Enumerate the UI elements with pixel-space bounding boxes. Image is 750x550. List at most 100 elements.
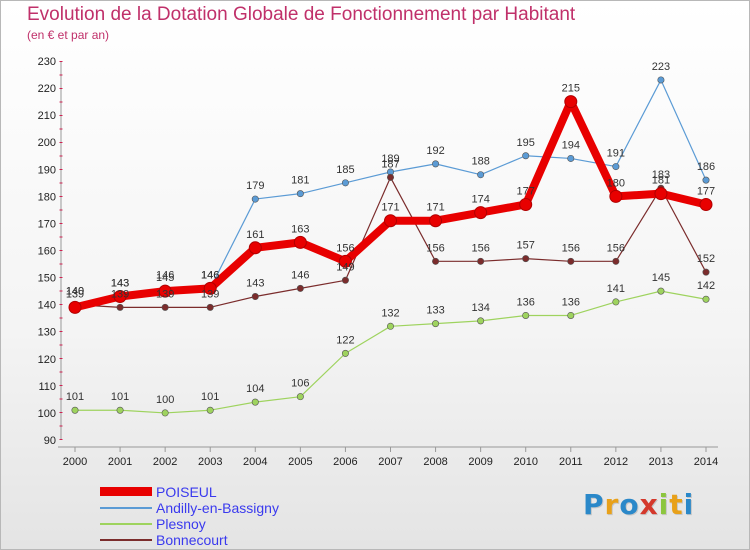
data-point[interactable]: [296, 284, 304, 292]
data-label: 143: [111, 278, 129, 290]
data-point[interactable]: [206, 406, 214, 414]
data-point[interactable]: [612, 163, 620, 171]
data-label: 152: [697, 253, 715, 265]
x-tick-label: 2003: [198, 456, 222, 468]
data-label: 146: [156, 269, 174, 281]
legend-swatch: [100, 487, 152, 496]
y-tick-label: 200: [38, 137, 56, 149]
data-label: 186: [697, 161, 715, 173]
data-point[interactable]: [161, 303, 169, 311]
x-tick-label: 2007: [378, 456, 402, 468]
data-label: 185: [336, 164, 354, 176]
logo-letter: r: [604, 488, 620, 521]
data-point[interactable]: [654, 187, 668, 201]
data-point[interactable]: [702, 268, 710, 276]
data-point[interactable]: [477, 171, 485, 179]
data-point[interactable]: [609, 189, 623, 203]
logo-letter: i: [658, 488, 670, 521]
y-tick-label: 130: [38, 327, 56, 339]
data-point[interactable]: [296, 393, 304, 401]
data-label: 181: [291, 175, 309, 187]
data-point[interactable]: [522, 311, 530, 319]
data-label: 195: [517, 137, 535, 149]
data-label: 139: [201, 288, 219, 300]
data-point[interactable]: [429, 214, 443, 228]
data-label: 192: [426, 145, 444, 157]
data-point[interactable]: [612, 298, 620, 306]
data-point[interactable]: [161, 409, 169, 417]
data-label: 183: [652, 169, 670, 181]
data-point[interactable]: [386, 173, 394, 181]
chart-title: Evolution de la Dotation Globale de Fonc…: [27, 4, 576, 25]
data-point[interactable]: [432, 320, 440, 328]
data-point[interactable]: [567, 257, 575, 265]
data-point[interactable]: [477, 317, 485, 325]
data-point[interactable]: [702, 295, 710, 303]
data-label: 134: [471, 302, 489, 314]
data-point[interactable]: [296, 190, 304, 198]
data-point[interactable]: [657, 287, 665, 295]
data-point[interactable]: [699, 197, 713, 211]
data-point[interactable]: [203, 281, 217, 295]
y-tick-label: 120: [38, 354, 56, 366]
data-point[interactable]: [341, 179, 349, 187]
series-lines: [68, 76, 713, 417]
data-point[interactable]: [384, 214, 397, 228]
data-point[interactable]: [251, 293, 259, 301]
data-point[interactable]: [206, 303, 214, 311]
data-point[interactable]: [251, 398, 259, 406]
y-tick-label: 170: [38, 218, 56, 230]
data-label: 177: [697, 185, 715, 197]
data-label: 215: [562, 83, 580, 95]
data-point[interactable]: [567, 311, 575, 319]
data-point[interactable]: [116, 303, 124, 311]
legend-label: POISEUL: [156, 484, 217, 500]
data-point[interactable]: [293, 235, 307, 249]
data-point[interactable]: [432, 257, 440, 265]
legend-label: Bonnecourt: [156, 532, 228, 548]
data-label: 187: [381, 158, 399, 170]
data-point[interactable]: [113, 290, 127, 304]
y-tick-label: 230: [38, 56, 56, 68]
data-label: 146: [201, 269, 219, 281]
data-label: 156: [336, 242, 354, 254]
data-point[interactable]: [522, 255, 530, 263]
chart-plot: 90 100 110 120 130 140 150 160 170 180 190 200 210 22…: [38, 56, 719, 468]
data-label: 156: [471, 242, 489, 254]
data-point[interactable]: [702, 176, 710, 184]
data-point[interactable]: [158, 284, 172, 298]
data-point[interactable]: [341, 276, 349, 284]
data-label: 143: [246, 278, 264, 290]
data-point[interactable]: [612, 257, 620, 265]
data-point[interactable]: [564, 95, 578, 109]
data-point[interactable]: [522, 152, 530, 160]
data-point[interactable]: [657, 76, 665, 84]
data-point[interactable]: [248, 241, 262, 255]
logo-letter: t: [669, 488, 684, 521]
data-label: 156: [426, 242, 444, 254]
data-point[interactable]: [567, 154, 575, 162]
data-label: 139: [156, 288, 174, 300]
data-label: 177: [517, 185, 535, 197]
data-label: 122: [336, 334, 354, 346]
data-label: 136: [562, 296, 580, 308]
data-point[interactable]: [251, 195, 259, 203]
data-label: 181: [652, 175, 670, 187]
data-point[interactable]: [116, 406, 124, 414]
data-label: 143: [111, 278, 129, 290]
data-point[interactable]: [341, 349, 349, 357]
data-point[interactable]: [477, 257, 485, 265]
data-point[interactable]: [519, 197, 533, 211]
data-point[interactable]: [338, 254, 352, 268]
data-point[interactable]: [68, 300, 82, 314]
data-label: 139: [111, 288, 129, 300]
axes: 90 100 110 120 130 140 150 160 170 180 190 200 210 22…: [38, 56, 719, 468]
data-label: 188: [471, 156, 489, 168]
data-point[interactable]: [71, 406, 79, 414]
data-point[interactable]: [474, 206, 488, 220]
x-tick-label: 2002: [153, 456, 177, 468]
data-label: 194: [562, 139, 580, 151]
data-label: 101: [111, 391, 129, 403]
data-point[interactable]: [432, 160, 440, 168]
data-point[interactable]: [386, 322, 394, 330]
